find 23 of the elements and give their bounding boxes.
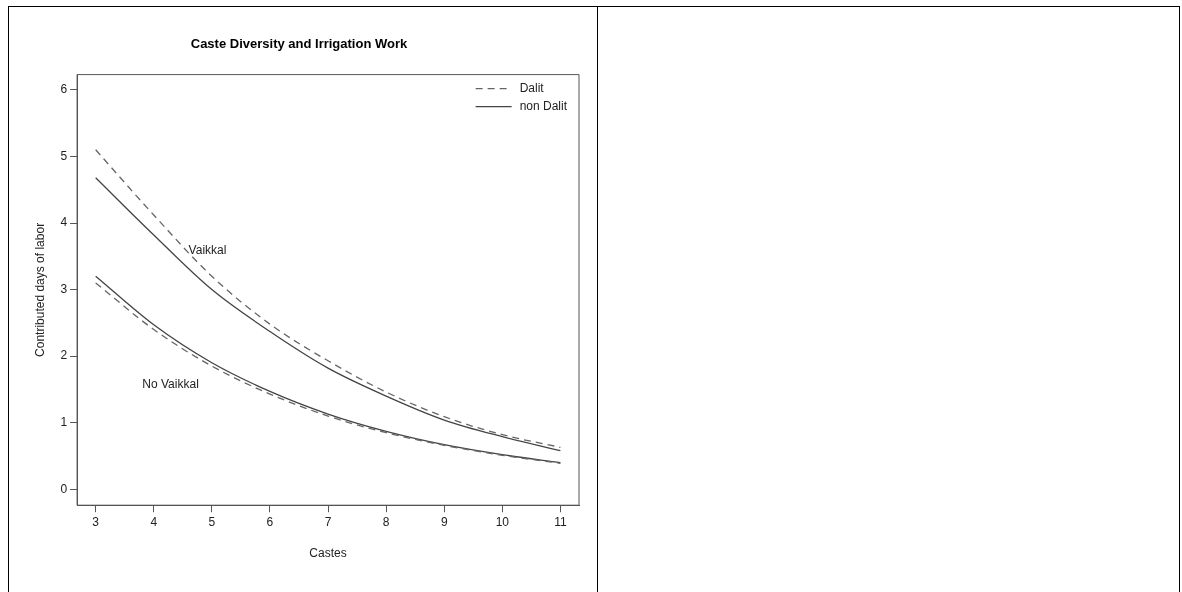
y-tick-label: 1 [60,414,68,429]
x-tick-label: 8 [382,514,390,529]
x-tick-label: 9 [440,514,448,529]
chart-title: Caste Diversity and Irrigation Work [190,36,409,52]
x-tick-label: 5 [208,514,216,529]
x-tick-label: 3 [92,514,100,529]
x-tick-label: 11 [554,514,567,529]
y-axis-title: Contributed days of labor [32,222,47,357]
y-tick-label: 4 [60,215,68,230]
x-axis-title: Castes [309,546,347,561]
x-tick-label: 7 [324,514,332,529]
x-tick-label: 4 [150,514,158,529]
y-tick-label: 3 [60,281,68,296]
annotation: No Vaikkal [142,376,199,391]
y-tick-label: 6 [60,82,68,97]
legend-label: Dalit [519,80,545,95]
annotation: Vaikkal [188,243,227,258]
legend-label: non Dalit [519,98,568,113]
x-tick-label: 10 [495,514,510,529]
y-tick-label: 2 [60,348,68,363]
y-tick-label: 0 [60,481,68,496]
y-tick-label: 5 [60,148,68,163]
x-tick-label: 6 [266,514,274,529]
